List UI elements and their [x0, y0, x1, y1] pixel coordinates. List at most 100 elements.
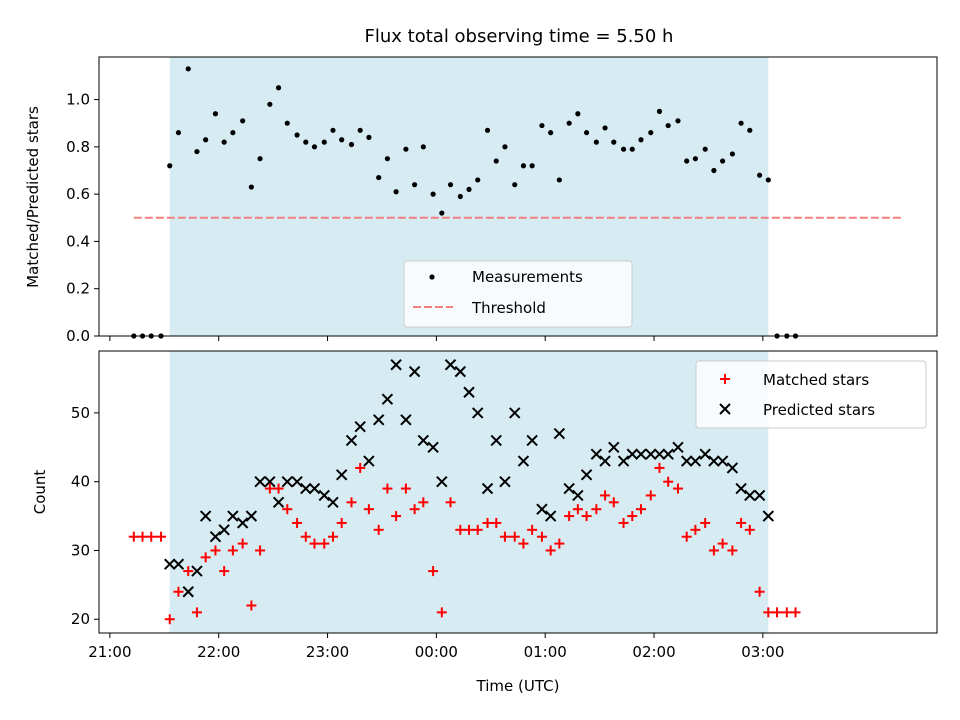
- measurement-point: [539, 122, 545, 129]
- matched-star-point: [445, 497, 456, 508]
- matched-star-point: [600, 490, 611, 501]
- measurement-point: [493, 158, 499, 164]
- matched-star-point: [346, 497, 357, 508]
- predicted-star-point: [245, 510, 258, 522]
- measurement-point: [420, 144, 426, 150]
- matched-star-point: [736, 517, 747, 528]
- matched-star-point: [491, 517, 502, 528]
- x-tick-label: 03:00: [741, 643, 784, 661]
- bottom-y-tick-label: 50: [71, 404, 90, 422]
- measurement-point: [548, 130, 554, 136]
- predicted-star-point: [517, 455, 530, 467]
- predicted-star-point: [472, 407, 484, 419]
- matched-star-point: [700, 517, 711, 528]
- predicted-star-point: [753, 489, 766, 502]
- matched-star-point: [572, 504, 583, 515]
- measurement-point: [720, 158, 726, 164]
- predicted-star-point: [436, 475, 448, 488]
- measurement-point: [393, 189, 399, 195]
- matched-star-point: [200, 552, 211, 563]
- x-tick-label: 22:00: [197, 643, 240, 661]
- measurement-point: [675, 118, 681, 124]
- measurement-point: [648, 130, 654, 136]
- matched-star-point: [781, 607, 792, 618]
- measurement-point: [729, 151, 735, 157]
- measurement-point: [656, 108, 663, 114]
- predicted-star-point: [617, 455, 630, 467]
- bottom-y-tick-label: 40: [71, 473, 90, 491]
- predicted-star-point: [191, 565, 203, 577]
- predicted-star-point: [716, 455, 729, 467]
- predicted-star-point: [526, 434, 538, 447]
- predicted-star-point: [227, 510, 239, 522]
- matched-star-point: [455, 524, 466, 535]
- measurement-point: [240, 118, 246, 124]
- predicted-star-point: [381, 393, 394, 405]
- measurement-point: [665, 122, 671, 129]
- matched-star-point: [518, 538, 529, 549]
- matched-star-point: [672, 483, 683, 494]
- measurement-point: [303, 139, 309, 145]
- bottom-panel-frame: [98, 350, 938, 634]
- measurement-point: [556, 177, 562, 183]
- measurement-point: [475, 177, 481, 183]
- measurements-legend-marker: [429, 274, 435, 280]
- matched-star-point: [400, 483, 411, 494]
- predicted-star-point: [218, 524, 230, 536]
- measurement-point: [593, 139, 599, 145]
- measurement-point: [702, 146, 708, 152]
- matched-star-point: [418, 497, 429, 508]
- measurement-point: [294, 132, 300, 138]
- matched-star-point: [790, 607, 801, 618]
- predicted-star-point: [199, 510, 212, 522]
- measurement-point: [757, 172, 763, 178]
- predicted-star-point: [400, 414, 412, 426]
- predicted-star-point: [345, 434, 358, 447]
- matched-star-point: [282, 504, 293, 515]
- predicted-star-point: [454, 365, 467, 378]
- predicted-star-point: [580, 469, 593, 481]
- matched-star-point: [273, 483, 284, 494]
- predicted-star-point: [689, 455, 702, 467]
- measurement-point: [212, 111, 219, 117]
- predicted-star-point: [417, 434, 430, 447]
- legend-predicted-stars: Predicted stars: [763, 401, 875, 419]
- measurement-point: [457, 193, 463, 200]
- measurement-point: [611, 139, 617, 145]
- matched-star-point: [391, 511, 402, 522]
- matched-star-point: [300, 531, 311, 542]
- measurement-point: [711, 167, 717, 174]
- predicted-star-point: [444, 359, 457, 371]
- matched-star-point: [635, 504, 646, 515]
- matched-star-point: [772, 607, 783, 618]
- matched-star-point: [183, 566, 194, 577]
- measurement-point: [502, 144, 508, 150]
- measurement-point: [321, 139, 327, 145]
- matched-star-point: [210, 545, 221, 556]
- matched-star-point: [137, 531, 148, 542]
- top-y-tick-label: 0.2: [66, 280, 90, 298]
- x-tick-label: 01:00: [524, 643, 567, 661]
- predicted-star-point: [427, 441, 439, 453]
- matched-star-point: [128, 531, 139, 542]
- x-tick-label: 00:00: [415, 643, 458, 661]
- x-tick-label: 23:00: [306, 643, 349, 661]
- measurement-point: [185, 66, 191, 72]
- predicted-star-point: [236, 517, 249, 529]
- x-tick-label: 21:00: [88, 643, 131, 661]
- measurement-point: [403, 146, 409, 152]
- predicted-star-point: [499, 475, 511, 488]
- predicted-star-point: [308, 482, 321, 495]
- matched-star-point: [363, 504, 374, 515]
- measurement-point: [738, 120, 744, 126]
- bottom-y-axis-label: Count: [31, 470, 49, 515]
- predicted-star-point: [254, 475, 266, 488]
- matched-star-point: [564, 511, 575, 522]
- measurement-point: [520, 163, 527, 169]
- matched-star-point: [246, 600, 257, 611]
- measurement-point: [339, 137, 345, 143]
- predicted-star-point: [164, 558, 176, 570]
- measurement-point: [257, 156, 263, 162]
- predicted-star-point: [209, 531, 222, 543]
